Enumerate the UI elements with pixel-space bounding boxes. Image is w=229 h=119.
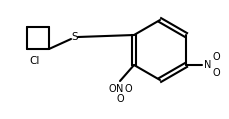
Text: O: O (124, 84, 132, 94)
Text: O: O (212, 68, 220, 78)
Text: N: N (116, 84, 124, 94)
Text: O: O (212, 52, 220, 62)
Text: O: O (108, 84, 116, 94)
Text: S: S (72, 32, 78, 42)
Text: Cl: Cl (29, 56, 39, 66)
Text: O: O (116, 94, 124, 104)
Text: N: N (204, 60, 212, 70)
